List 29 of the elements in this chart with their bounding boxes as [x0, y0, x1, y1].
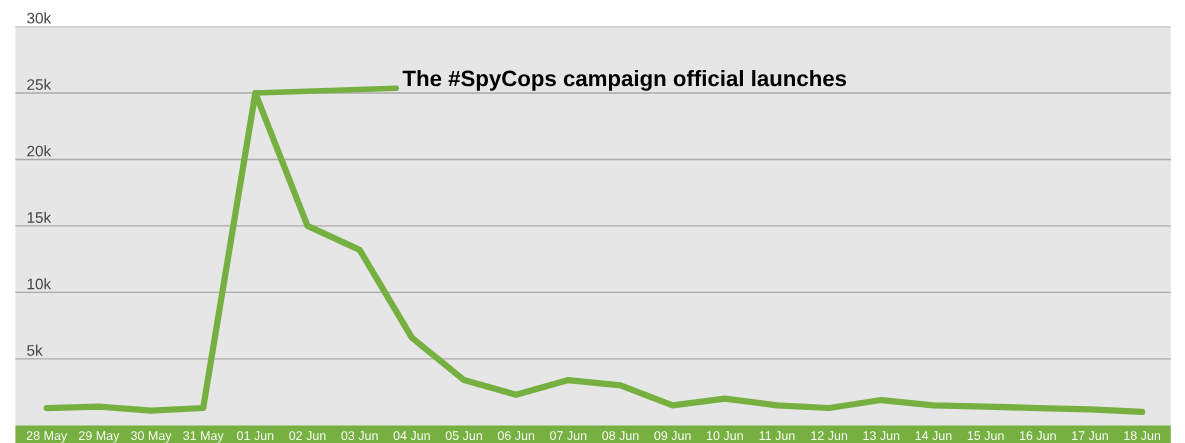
x-tick-label: 16 Jun: [1019, 431, 1056, 441]
x-tick-label: 29 May: [79, 431, 120, 443]
x-tick-label: 05 Jun: [445, 431, 482, 441]
x-tick-label: 03 Jun: [341, 431, 378, 441]
y-tick-label: 5k: [27, 344, 43, 356]
y-tick-label: 20k: [27, 145, 52, 157]
x-tick-label: 15 Jun: [967, 431, 1004, 441]
x-tick-label: 13 Jun: [863, 431, 900, 441]
y-tick-label: 15k: [27, 211, 52, 223]
x-tick-label: 18 Jun: [1124, 431, 1161, 441]
x-tick-label: 31 May: [183, 431, 224, 443]
y-tick-label: 30k: [27, 12, 52, 24]
x-tick-label: 17 Jun: [1072, 431, 1108, 441]
x-tick-label: 28 May: [26, 431, 68, 443]
x-tick-label: 01 Jun: [237, 431, 274, 441]
x-tick-label: 30 May: [131, 431, 172, 443]
x-tick-label: 09 Jun: [654, 431, 691, 441]
x-tick-label: 12 Jun: [811, 431, 848, 441]
x-tick-label: 02 Jun: [289, 431, 326, 441]
y-tick-label: 10k: [27, 278, 52, 290]
y-tick-label: 25k: [27, 78, 52, 91]
x-tick-label: 08 Jun: [602, 431, 639, 441]
x-tick-label: 14 Jun: [915, 431, 952, 441]
x-tick-label: 10 Jun: [706, 431, 743, 441]
x-tick-label: 07 Jun: [550, 431, 587, 441]
x-tick-label: 04 Jun: [393, 431, 430, 441]
x-tick-label: 11 Jun: [759, 431, 795, 441]
annotation: The #SpyCops campaign official launches: [402, 70, 847, 91]
x-tick-label: 06 Jun: [497, 431, 535, 441]
